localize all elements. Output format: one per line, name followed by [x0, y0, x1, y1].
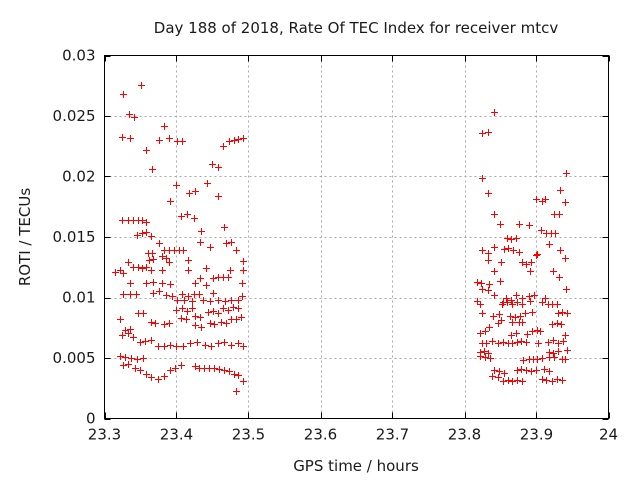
x-tick-label: 23.8 [448, 426, 481, 444]
y-axis-label: ROTI / TECUs [16, 188, 34, 286]
x-tick-label: 23.9 [520, 426, 553, 444]
grid-lines [104, 55, 609, 419]
y-tick-label: 0.015 [53, 228, 96, 246]
data-points-roti [112, 82, 571, 395]
x-tick-label: 23.6 [304, 426, 337, 444]
x-tick-label: 23.3 [88, 426, 121, 444]
x-tick-label: 23.7 [376, 426, 409, 444]
y-tick-label: 0.02 [62, 168, 95, 186]
axis-tick-marks [104, 55, 610, 420]
x-tick-label: 24 [599, 426, 618, 444]
chart-title: Day 188 of 2018, Rate Of TEC Index for r… [154, 19, 559, 37]
y-axis-tick-labels: 0 0.005 0.01 0.015 0.02 0.025 0.03 [53, 47, 96, 428]
x-tick-label: 23.5 [232, 426, 265, 444]
y-tick-label: 0.03 [62, 47, 95, 65]
x-tick-label: 23.4 [160, 426, 193, 444]
y-tick-label: 0.005 [53, 349, 96, 367]
y-tick-label: 0.01 [62, 289, 95, 307]
x-axis-tick-labels: 23.3 23.4 23.5 23.6 23.7 23.8 23.9 24 [88, 426, 618, 444]
y-tick-label: 0 [86, 410, 96, 428]
x-axis-label: GPS time / hours [293, 457, 419, 475]
y-tick-label: 0.025 [53, 107, 96, 125]
